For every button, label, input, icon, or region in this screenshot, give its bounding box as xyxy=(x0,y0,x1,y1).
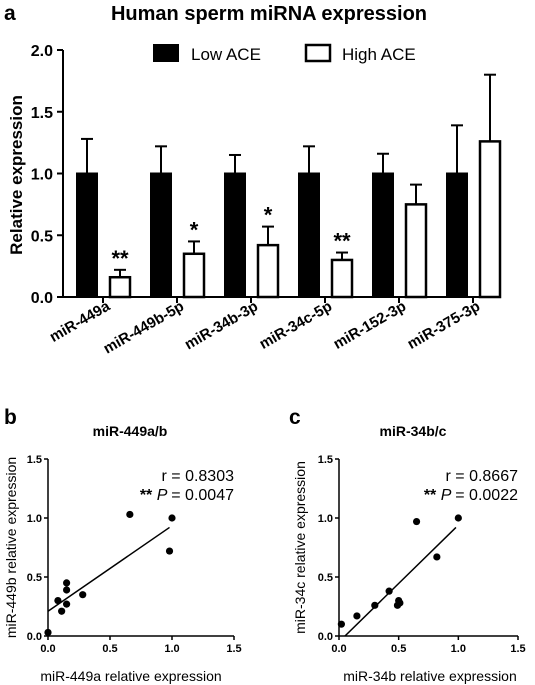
panel-b-stat-p-symbol: P xyxy=(157,487,172,504)
panel-c-regression-line xyxy=(344,526,457,637)
panel-b-x-tick-label: 1.5 xyxy=(226,643,241,655)
panel-b-y-axis-label: miR-449b relative expression xyxy=(3,457,19,638)
panel-b-data-point xyxy=(44,628,52,637)
bar-high-ace xyxy=(330,258,354,299)
panel-a-x-tick-label: miR-375-3p xyxy=(404,298,483,353)
panel-b-data-point xyxy=(79,591,87,599)
legend-swatch-low-ace xyxy=(153,44,179,62)
panel-c-stat-p: ** P = 0.0022 xyxy=(424,487,518,504)
panel-c-stat-p-value: = 0.0022 xyxy=(455,487,518,504)
panel-b-stat-p-value: = 0.0047 xyxy=(171,487,234,504)
panel-a-y-tick-label: 0.0 xyxy=(31,290,53,307)
panel-a-y-tick-label: 1.0 xyxy=(31,167,53,184)
panel-a-letter: a xyxy=(4,2,16,25)
panel-c-y-tick-label: 1.5 xyxy=(318,454,333,466)
bar-high-ace xyxy=(108,275,132,299)
panel-b-data-point xyxy=(126,510,134,519)
panel-b-stat-r: r = 0.8303 xyxy=(162,468,235,485)
panel-b-regression-line xyxy=(47,526,170,612)
panel-c-x-axis-label: miR-34b relative expression xyxy=(343,668,517,684)
significance-marker: * xyxy=(190,217,199,242)
panel-c-y-axis-label: miR-34c relative expression xyxy=(292,461,308,634)
significance-marker: ** xyxy=(111,246,129,271)
bar-low-ace xyxy=(150,172,172,298)
significance-marker: * xyxy=(264,203,273,228)
panel-c-y-tick-label: 0.5 xyxy=(318,572,333,584)
panel-c-y-tick-label: 0.0 xyxy=(318,631,333,643)
bar-high-ace xyxy=(478,140,502,299)
panel-c-data-point xyxy=(385,587,393,595)
panel-b-y-tick-label: 0.5 xyxy=(27,572,42,584)
panel-c-y-tick-label: 1.0 xyxy=(318,513,333,525)
panel-b-data-point xyxy=(165,547,174,555)
panel-c-stat-r: r = 0.8667 xyxy=(446,468,519,485)
bar-high-ace xyxy=(182,252,206,299)
panel-a-y-tick-label: 1.5 xyxy=(31,105,53,122)
panel-b-data-point xyxy=(63,579,71,587)
significance-marker: ** xyxy=(333,229,351,254)
panel-a-legend: Low ACE High ACE xyxy=(153,43,416,64)
panel-b-y-tick-label: 1.0 xyxy=(27,513,42,525)
legend-label-low-ace: Low ACE xyxy=(191,45,261,64)
panel-a-x-tick-label: miR-34c-5p xyxy=(256,298,335,353)
bar-low-ace xyxy=(224,172,246,298)
panel-b-stat-significance: ** xyxy=(140,487,157,504)
legend-swatch-high-ace xyxy=(304,43,332,63)
panel-b-data-point xyxy=(168,514,176,522)
panel-b-y-tick-label: 1.5 xyxy=(27,454,42,466)
panel-b-stat-p: ** P = 0.0047 xyxy=(140,487,234,504)
bar-high-ace xyxy=(404,203,428,299)
panel-b: b miR-449a/b 0.0 0.5 1.0 1.5 0.0 0.5 1.0 1.5 r =… xyxy=(3,406,242,684)
legend-label-high-ace: High ACE xyxy=(342,45,416,64)
panel-a-x-tick-label: miR-152-3p xyxy=(330,298,409,353)
panel-c-data-point xyxy=(353,612,361,620)
panel-a: a Human sperm miRNA expression Relative … xyxy=(4,2,502,358)
bar-low-ace xyxy=(298,172,320,298)
panel-b-x-tick-label: 0.5 xyxy=(102,643,117,655)
panel-a-y-tick-label: 2.0 xyxy=(31,43,53,60)
panel-a-x-tick-label: miR-449a xyxy=(47,297,114,345)
panel-b-data-point xyxy=(63,600,71,608)
panel-c-x-tick-label: 0.0 xyxy=(331,643,346,655)
panel-c-data-point xyxy=(433,553,441,561)
panel-c-x-tick-label: 0.5 xyxy=(391,643,406,655)
panel-a-x-tick-label: miR-449b-5p xyxy=(101,298,187,358)
panel-c-data-point xyxy=(371,601,379,609)
bar-low-ace xyxy=(76,172,98,298)
panel-c-data-point xyxy=(337,620,345,628)
bar-high-ace xyxy=(256,243,280,299)
panel-c-x-tick-label: 1.5 xyxy=(510,643,525,655)
panel-c-stat-p-symbol: P xyxy=(441,487,456,504)
panel-c-data-point xyxy=(454,514,462,522)
panel-a-y-tick-label: 0.5 xyxy=(31,228,53,245)
panel-c-letter: c xyxy=(289,406,301,429)
panel-b-data-point xyxy=(54,597,62,605)
panel-c-stat-significance: ** xyxy=(424,487,441,504)
panel-b-x-axis-label: miR-449a relative expression xyxy=(40,668,221,684)
panel-b-data-point xyxy=(58,607,66,615)
panel-c-title: miR-34b/c xyxy=(380,423,447,439)
panel-b-x-tick-label: 0.0 xyxy=(40,643,55,655)
bar-low-ace xyxy=(446,172,468,298)
panel-b-letter: b xyxy=(4,406,17,429)
panel-c-x-tick-label: 1.0 xyxy=(451,643,466,655)
panel-c: c miR-34b/c 0.0 0.5 1.0 1.5 0.0 0.5 1.0 1.5 r = … xyxy=(289,406,526,684)
panel-c-data-point xyxy=(412,517,421,526)
panel-c-data-point xyxy=(396,599,404,607)
panel-b-title: miR-449a/b xyxy=(93,423,168,439)
panel-b-y-tick-label: 0.0 xyxy=(27,631,42,643)
bar-low-ace xyxy=(372,172,394,298)
panel-a-title: Human sperm miRNA expression xyxy=(111,3,427,25)
panel-b-data-point xyxy=(63,586,71,594)
panel-a-y-axis-label: Relative expression xyxy=(7,95,26,255)
panel-a-x-tick-label: miR-34b-3p xyxy=(182,298,261,354)
panel-b-x-tick-label: 1.0 xyxy=(164,643,179,655)
